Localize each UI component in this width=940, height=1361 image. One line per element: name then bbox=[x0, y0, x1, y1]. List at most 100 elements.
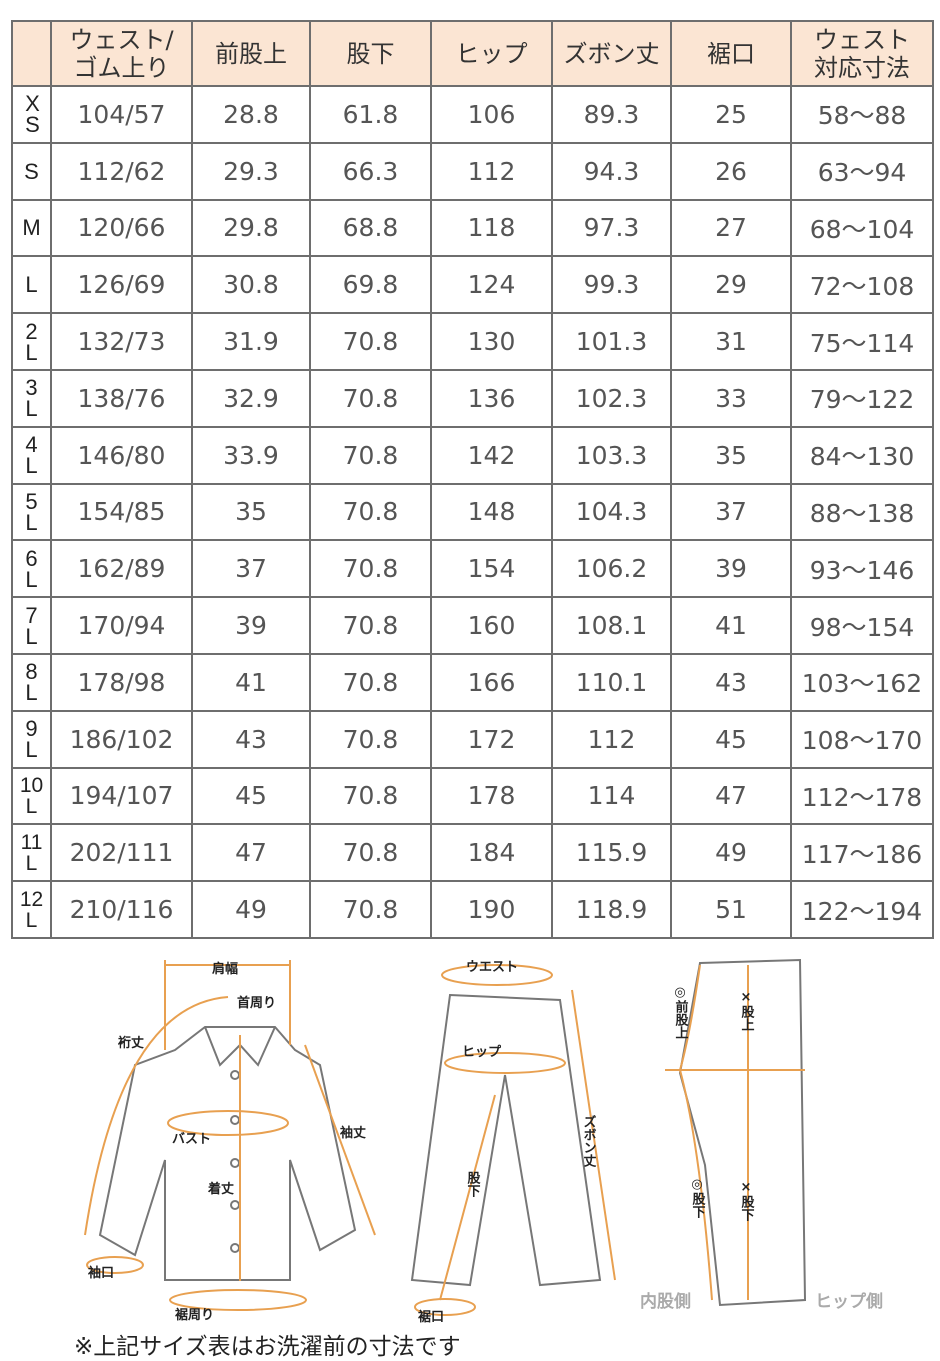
size-text: M bbox=[22, 215, 41, 241]
cell-value: 136 bbox=[430, 368, 553, 428]
cell-value: 93～146 bbox=[790, 539, 934, 599]
column-header bbox=[11, 20, 52, 87]
cell-value: 106.2 bbox=[551, 539, 672, 599]
size-text: 10L bbox=[19, 773, 44, 818]
size-label: 11L bbox=[11, 823, 52, 883]
cell-value: 41 bbox=[670, 596, 792, 655]
label-inner-side: 内股側 bbox=[640, 1291, 691, 1312]
cell-value: 115.9 bbox=[551, 823, 672, 883]
header-row: ウェスト/ ゴム上り 前股上 股下 ヒップ ズボン丈 裾口 ウェスト 対応寸法 bbox=[11, 20, 934, 87]
size-text: 11L bbox=[20, 830, 43, 875]
cell-value: 103.3 bbox=[551, 425, 672, 485]
size-text: XS bbox=[25, 91, 40, 138]
cell-value: 47 bbox=[191, 823, 311, 883]
label-hip-side: ヒップ側 bbox=[815, 1291, 883, 1312]
cell-value: 49 bbox=[670, 823, 792, 883]
column-header: ズボン丈 bbox=[551, 20, 672, 87]
cell-value: 25 bbox=[670, 85, 792, 144]
cell-value: 51 bbox=[670, 880, 792, 939]
cell-value: 79～122 bbox=[790, 368, 934, 428]
cell-value: 70.8 bbox=[309, 425, 432, 485]
cell-value: 94.3 bbox=[551, 141, 672, 201]
size-label: 9L bbox=[11, 709, 52, 769]
cell-value: 190 bbox=[430, 880, 553, 939]
size-label: 2L bbox=[11, 312, 52, 371]
size-text: 9L bbox=[25, 716, 38, 763]
column-header: 前股上 bbox=[191, 20, 311, 87]
cell-value: 118.9 bbox=[551, 880, 672, 939]
cell-value: 154 bbox=[430, 539, 553, 599]
shirt-measure-lines bbox=[84, 960, 376, 1311]
cell-value: 162/89 bbox=[50, 539, 193, 599]
cell-value: 118 bbox=[430, 198, 553, 258]
cell-value: 108.1 bbox=[551, 596, 672, 655]
size-label: S bbox=[11, 141, 52, 201]
cell-value: 106 bbox=[430, 85, 553, 144]
cell-value: 37 bbox=[670, 482, 792, 542]
cell-value: 103～162 bbox=[790, 652, 934, 712]
cell-value: 102.3 bbox=[551, 368, 672, 428]
cell-value: 29.8 bbox=[191, 198, 311, 258]
size-text: 4L bbox=[25, 432, 38, 479]
label-inseam-x: ×股下 bbox=[739, 1180, 755, 1222]
table-row: 9L 186/102 43 70.8 172 112 45 108～170 bbox=[11, 709, 934, 769]
label-pants-length: ズボン丈 bbox=[581, 1114, 597, 1168]
cell-value: 66.3 bbox=[309, 141, 432, 201]
label-front-rise: ◎前股上 bbox=[673, 985, 689, 1039]
cell-value: 170/94 bbox=[50, 596, 193, 655]
table-row: L 126/69 30.8 69.8 124 99.3 29 72～108 bbox=[11, 255, 934, 315]
cell-value: 69.8 bbox=[309, 255, 432, 315]
cell-value: 88～138 bbox=[790, 482, 934, 542]
cell-value: 178 bbox=[430, 766, 553, 826]
cell-value: 101.3 bbox=[551, 312, 672, 371]
cell-value: 178/98 bbox=[50, 652, 193, 712]
label-neck: 首周り bbox=[237, 995, 276, 1011]
size-table: ウェスト/ ゴム上り 前股上 股下 ヒップ ズボン丈 裾口 ウェスト 対応寸法 XS 104/… bbox=[11, 20, 934, 939]
cell-value: 120/66 bbox=[50, 198, 193, 258]
size-text: 12L bbox=[19, 887, 44, 932]
cell-value: 210/116 bbox=[50, 880, 193, 939]
cell-value: 114 bbox=[551, 766, 672, 826]
cell-value: 148 bbox=[430, 482, 553, 542]
cell-value: 166 bbox=[430, 652, 553, 712]
size-label: 8L bbox=[11, 652, 52, 712]
cell-value: 138/76 bbox=[50, 368, 193, 428]
label-hem: 裾周り bbox=[175, 1307, 214, 1323]
pants-illustration bbox=[410, 993, 602, 1287]
cell-value: 33.9 bbox=[191, 425, 311, 485]
cell-value: 27 bbox=[670, 198, 792, 258]
cell-value: 122～194 bbox=[790, 880, 934, 939]
size-text: 8L bbox=[25, 659, 38, 706]
cell-value: 70.8 bbox=[309, 709, 432, 769]
label-waist: ウエスト bbox=[466, 960, 518, 975]
size-label: 6L bbox=[11, 539, 52, 599]
cell-value: 70.8 bbox=[309, 880, 432, 939]
cell-value: 26 bbox=[670, 141, 792, 201]
size-label: 4L bbox=[11, 425, 52, 485]
cell-value: 146/80 bbox=[50, 425, 193, 485]
cell-value: 184 bbox=[430, 823, 553, 883]
cell-value: 124 bbox=[430, 255, 553, 315]
cell-value: 104.3 bbox=[551, 482, 672, 542]
cell-value: 61.8 bbox=[309, 85, 432, 144]
label-inseam-o: ◎股下 bbox=[690, 1177, 706, 1219]
table-row: 5L 154/85 35 70.8 148 104.3 37 88～138 bbox=[11, 482, 934, 542]
cell-value: 186/102 bbox=[50, 709, 193, 769]
size-text: 3L bbox=[25, 375, 38, 422]
cell-value: 41 bbox=[191, 652, 311, 712]
cell-value: 29.3 bbox=[191, 141, 311, 201]
cell-value: 43 bbox=[191, 709, 311, 769]
cell-value: 29 bbox=[670, 255, 792, 315]
cell-value: 37 bbox=[191, 539, 311, 599]
cell-value: 89.3 bbox=[551, 85, 672, 144]
cell-value: 160 bbox=[430, 596, 553, 655]
label-cuff: 袖口 bbox=[88, 1265, 114, 1281]
cell-value: 35 bbox=[670, 425, 792, 485]
cell-value: 98～154 bbox=[790, 596, 934, 655]
size-label: L bbox=[11, 255, 52, 315]
cell-value: 84～130 bbox=[790, 425, 934, 485]
cell-value: 39 bbox=[670, 539, 792, 599]
cell-value: 172 bbox=[430, 709, 553, 769]
cell-value: 31.9 bbox=[191, 312, 311, 371]
measurement-diagram: 肩幅 首周り 裄丈 バスト 袖丈 着丈 袖口 裾周り ウエスト ヒップ ズボン丈… bbox=[84, 958, 883, 1325]
